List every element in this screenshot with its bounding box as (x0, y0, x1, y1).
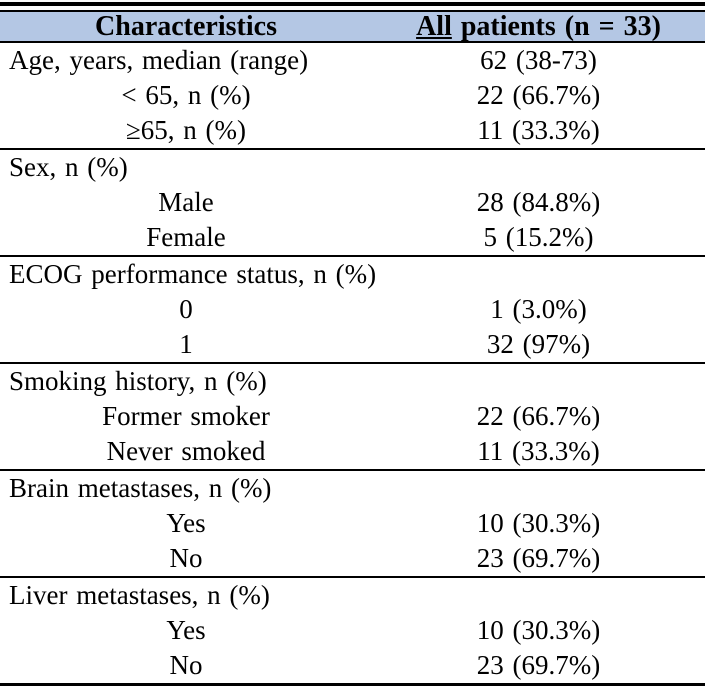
value-cell: 1 (3.0%) (490, 294, 587, 324)
value-cell: 23 (69.7%) (476, 650, 601, 680)
table-row: ≥65, n (%) 11 (33.3%) (0, 113, 705, 148)
value-cell: 10 (30.3%) (476, 508, 601, 538)
characteristic-label: Sex, n (%) (9, 152, 128, 182)
sub-characteristic-label: Never smoked (106, 436, 266, 466)
table-row: Female 5 (15.2%) (0, 220, 705, 255)
value-cell (372, 364, 705, 399)
table-row: Former smoker 22 (66.7%) (0, 399, 705, 434)
value-cell: 11 (33.3%) (477, 436, 600, 466)
table-row: Male 28 (84.8%) (0, 185, 705, 220)
value-cell (372, 257, 705, 292)
value-cell: 5 (15.2%) (483, 222, 594, 252)
sub-characteristic-label: Former smoker (102, 401, 270, 431)
value-cell: 28 (84.8%) (476, 187, 601, 217)
characteristic-label: Brain metastases, n (%) (9, 473, 272, 503)
table-row: < 65, n (%) 22 (66.7%) (0, 78, 705, 113)
header-characteristics: Characteristics (95, 10, 277, 42)
characteristic-label: Smoking history, n (%) (9, 366, 267, 396)
table-body: Age, years, median (range) 62 (38-73) < 65… (0, 43, 705, 686)
sub-characteristic-label: 0 (179, 294, 193, 324)
sub-characteristic-label: Yes (166, 508, 206, 538)
header-all-patients: All patients (n = 33) (372, 11, 705, 43)
value-cell (372, 150, 705, 185)
sub-characteristic-label: Female (146, 222, 226, 252)
table-row: Age, years, median (range) 62 (38-73) (0, 43, 705, 78)
table-section: Liver metastases, n (%) Yes 10 (30.3%) No 23… (0, 578, 705, 686)
table-row: Brain metastases, n (%) (0, 471, 705, 506)
sub-characteristic-label: Male (158, 187, 214, 217)
table-row: Yes 10 (30.3%) (0, 506, 705, 541)
characteristic-label: ECOG performance status, n (%) (9, 259, 377, 289)
sub-characteristic-label: ≥65, n (%) (125, 115, 247, 145)
table-section: Age, years, median (range) 62 (38-73) < 65… (0, 43, 705, 150)
table-row: No 23 (69.7%) (0, 648, 705, 683)
sub-characteristic-label: < 65, n (%) (121, 80, 251, 110)
characteristic-label: Age, years, median (range) (9, 45, 309, 75)
table-section: ECOG performance status, n (%) 0 1 (3.0%) 1… (0, 257, 705, 364)
value-cell: 62 (38-73) (480, 45, 597, 75)
sub-characteristic-label: No (169, 543, 203, 573)
header-all-patients-rest: patients (n = 33) (451, 10, 661, 42)
table-top-rule (0, 2, 705, 6)
characteristic-label: Liver metastases, n (%) (9, 580, 270, 610)
table-header-row: Characteristics All patients (n = 33) (0, 10, 705, 43)
table-row: Liver metastases, n (%) (0, 578, 705, 613)
value-cell: 23 (69.7%) (476, 543, 601, 573)
table-row: Yes 10 (30.3%) (0, 613, 705, 648)
table-section: Smoking history, n (%) Former smoker 22 (6… (0, 364, 705, 471)
sub-characteristic-label: No (169, 650, 203, 680)
header-all-underlined-part: All (416, 10, 452, 42)
value-cell: 22 (66.7%) (476, 401, 601, 431)
table-row: Never smoked 11 (33.3%) (0, 434, 705, 469)
sub-characteristic-label: Yes (166, 615, 206, 645)
value-cell: 22 (66.7%) (476, 80, 601, 110)
table-row: Sex, n (%) (0, 150, 705, 185)
value-cell: 10 (30.3%) (476, 615, 601, 645)
table-section: Brain metastases, n (%) Yes 10 (30.3%) No 23… (0, 471, 705, 578)
value-cell: 32 (97%) (486, 329, 591, 359)
table-section: Sex, n (%) Male 28 (84.8%) Female 5 (15.2%) (0, 150, 705, 257)
table-row: 1 32 (97%) (0, 327, 705, 362)
table-row: ECOG performance status, n (%) (0, 257, 705, 292)
table-row: Smoking history, n (%) (0, 364, 705, 399)
value-cell (372, 471, 705, 506)
sub-characteristic-label: 1 (179, 329, 193, 359)
value-cell: 11 (33.3%) (477, 115, 600, 145)
table-row: No 23 (69.7%) (0, 541, 705, 576)
table-row: 0 1 (3.0%) (0, 292, 705, 327)
value-cell (372, 578, 705, 613)
